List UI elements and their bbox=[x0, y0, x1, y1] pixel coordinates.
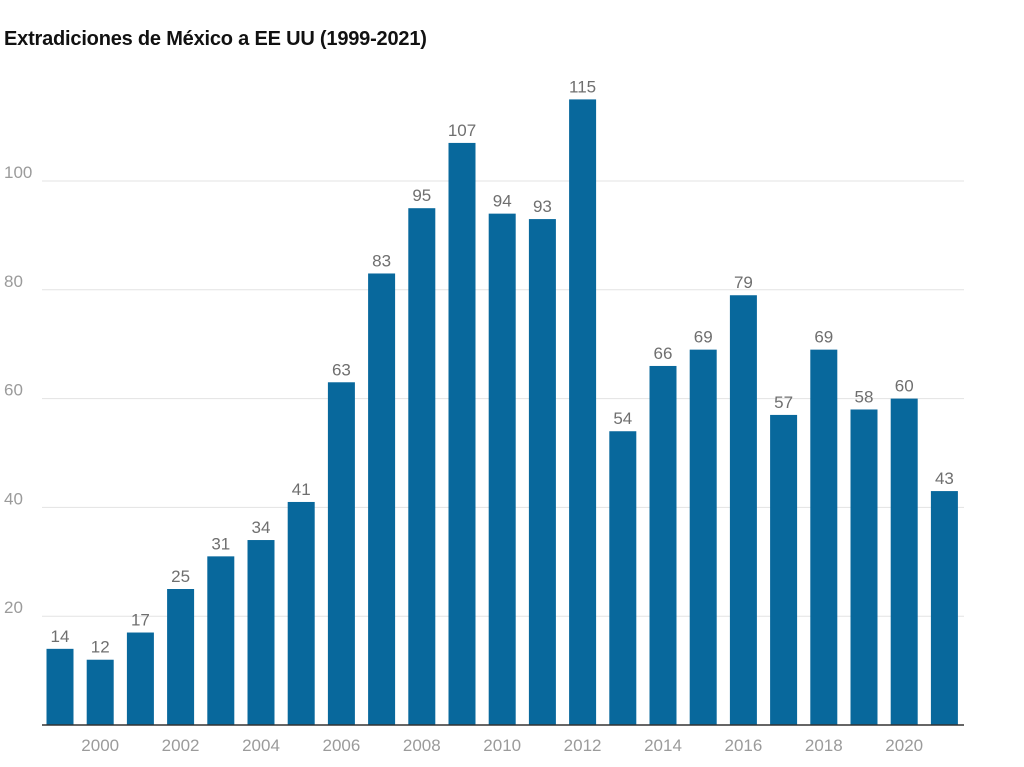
y-axis-ticks: 20 40 60 80 100 bbox=[4, 163, 32, 617]
bar-2014 bbox=[649, 365, 677, 725]
bar-2008 bbox=[408, 208, 436, 725]
data-label-2006: 63 bbox=[332, 360, 351, 379]
bar-2005 bbox=[287, 501, 315, 725]
data-label-2012: 115 bbox=[569, 77, 596, 96]
bar-2016 bbox=[729, 295, 757, 725]
bar-2000 bbox=[86, 659, 114, 725]
x-axis-ticks: 2000 2002 2004 2006 2008 2010 2012 2014 2016 2018… bbox=[81, 736, 923, 755]
bar-2019 bbox=[850, 409, 878, 725]
data-label-2017: 57 bbox=[774, 393, 793, 412]
bar-2018 bbox=[810, 349, 838, 725]
x-tick-label-2008: 2008 bbox=[403, 736, 441, 755]
chart-title: Extradiciones de México a EE UU (1999-20… bbox=[4, 28, 427, 50]
data-label-2020: 60 bbox=[895, 377, 914, 396]
y-tick-label: 40 bbox=[4, 489, 23, 508]
data-label-1999: 14 bbox=[51, 627, 70, 646]
bar-2010 bbox=[488, 213, 516, 725]
data-label-2000: 12 bbox=[91, 638, 110, 657]
bar-2006 bbox=[327, 382, 355, 725]
x-tick-label-2006: 2006 bbox=[322, 736, 360, 755]
data-label-2003: 31 bbox=[211, 534, 230, 553]
data-label-2008: 95 bbox=[412, 186, 431, 205]
data-label-2004: 34 bbox=[252, 518, 271, 537]
data-label-2001: 17 bbox=[131, 611, 150, 630]
bar-2001 bbox=[126, 632, 154, 725]
y-tick-label: 60 bbox=[4, 381, 23, 400]
data-label-2005: 41 bbox=[292, 480, 311, 499]
bar-2021 bbox=[930, 491, 958, 725]
x-tick-label-2012: 2012 bbox=[564, 736, 602, 755]
bar-2009 bbox=[448, 142, 476, 726]
data-label-2015: 69 bbox=[694, 328, 713, 347]
data-label-2007: 83 bbox=[372, 251, 391, 270]
x-tick-label-2020: 2020 bbox=[885, 736, 923, 755]
bar-2013 bbox=[609, 431, 637, 725]
x-tick-label-2018: 2018 bbox=[805, 736, 843, 755]
data-label-2019: 58 bbox=[855, 387, 874, 406]
x-tick-label-2010: 2010 bbox=[483, 736, 521, 755]
bar-2003 bbox=[207, 556, 235, 725]
bar-2011 bbox=[528, 219, 556, 725]
bar-2012 bbox=[569, 99, 597, 725]
data-label-2009: 107 bbox=[448, 121, 476, 140]
y-tick-label: 20 bbox=[4, 598, 23, 617]
data-label-2010: 94 bbox=[493, 192, 512, 211]
data-labels: 14 12 17 25 31 34 41 63 83 95 107 94 93 115 54 66 69 79 57… bbox=[51, 77, 954, 656]
bar-2007 bbox=[368, 273, 396, 725]
x-tick-label-2014: 2014 bbox=[644, 736, 682, 755]
x-tick-label-2000: 2000 bbox=[81, 736, 119, 755]
bar-1999 bbox=[46, 648, 74, 725]
data-label-2016: 79 bbox=[734, 273, 753, 292]
data-label-2014: 66 bbox=[654, 344, 673, 363]
data-label-2011: 93 bbox=[533, 197, 552, 216]
y-tick-label: 80 bbox=[4, 272, 23, 291]
data-label-2021: 43 bbox=[935, 469, 954, 488]
x-tick-label-2004: 2004 bbox=[242, 736, 280, 755]
data-label-2018: 69 bbox=[814, 328, 833, 347]
y-tick-label: 100 bbox=[4, 163, 32, 182]
bar-2015 bbox=[689, 349, 717, 725]
data-label-2002: 25 bbox=[171, 567, 190, 586]
x-tick-label-2002: 2002 bbox=[162, 736, 200, 755]
bar-2020 bbox=[890, 398, 918, 725]
x-tick-label-2016: 2016 bbox=[724, 736, 762, 755]
bars bbox=[46, 99, 958, 726]
bar-2004 bbox=[247, 540, 275, 725]
bar-2002 bbox=[167, 589, 195, 725]
bar-2017 bbox=[770, 414, 798, 725]
data-label-2013: 54 bbox=[613, 409, 632, 428]
